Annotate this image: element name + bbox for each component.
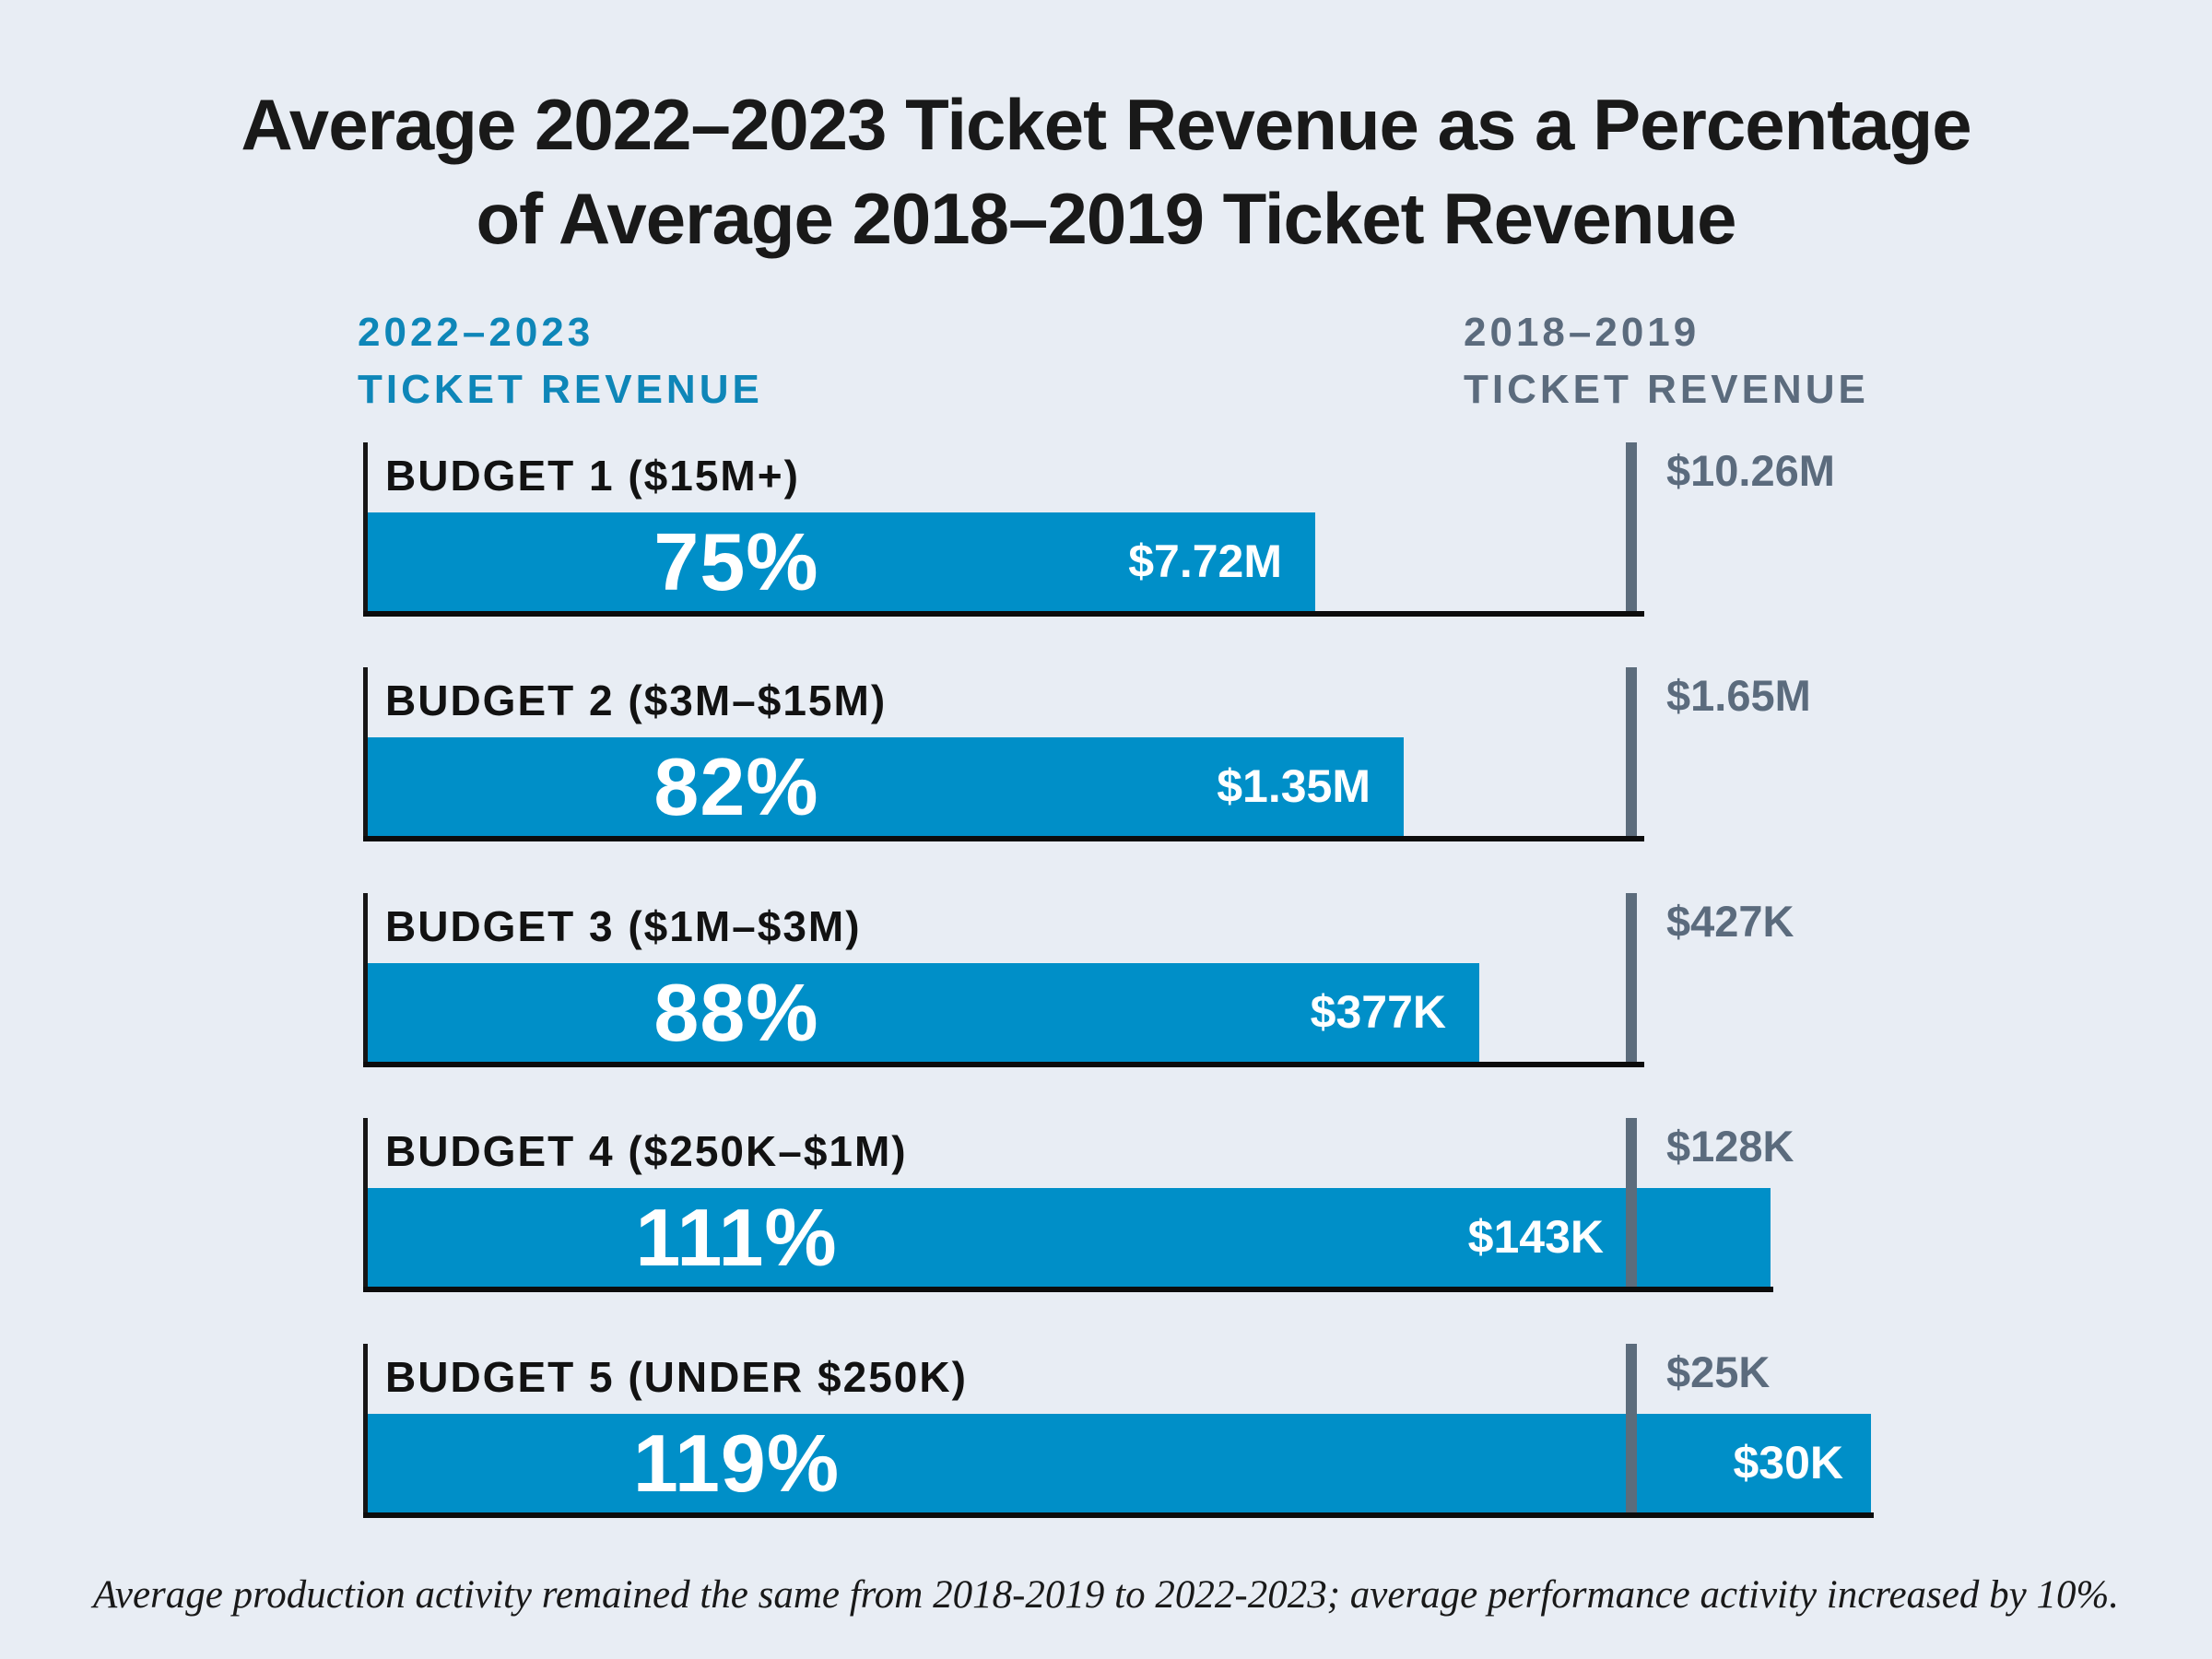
budget-row-4: BUDGET 4 ($250K–$1M) 111% $143K $128K	[363, 1118, 2188, 1295]
row-axis-line	[363, 667, 368, 836]
chart-title-line1: Average 2022–2023 Ticket Revenue as a Pe…	[241, 84, 1971, 165]
column-header-left-line2: TICKET REVENUE	[358, 367, 763, 412]
row-baseline	[363, 836, 1644, 841]
row-baseline	[363, 1512, 1874, 1518]
row-axis-line	[363, 1118, 368, 1287]
row-axis-line	[363, 893, 368, 1062]
reference-value-label: $1.65M	[1666, 671, 1811, 720]
reference-tick	[1626, 893, 1637, 1067]
percent-label: 88%	[653, 967, 819, 1058]
percent-label: 111%	[635, 1192, 838, 1283]
column-header-right-line1: 2018–2019	[1464, 310, 1700, 355]
budget-label: BUDGET 5 (UNDER $250K)	[385, 1353, 968, 1401]
budget-label: BUDGET 1 ($15M+)	[385, 452, 800, 500]
revenue-bar	[368, 737, 1404, 836]
budget-row-1: BUDGET 1 ($15M+) 75% $7.72M $10.26M	[363, 442, 2188, 619]
reference-value-label: $128K	[1666, 1122, 1794, 1171]
reference-value-label: $25K	[1666, 1347, 1771, 1396]
current-value-label: $143K	[1467, 1211, 1604, 1263]
reference-tick	[1626, 667, 1637, 841]
column-header-2018-2019: 2018–2019 TICKET REVENUE	[1464, 304, 1869, 418]
budget-row-5: BUDGET 5 (UNDER $250K) 119% $30K $25K	[363, 1344, 2188, 1521]
reference-value-label: $427K	[1666, 897, 1794, 946]
row-baseline	[363, 611, 1644, 617]
budget-row-2: BUDGET 2 ($3M–$15M) 82% $1.35M $1.65M	[363, 667, 2188, 844]
budget-row-3: BUDGET 3 ($1M–$3M) 88% $377K $427K	[363, 893, 2188, 1070]
budget-label: BUDGET 4 ($250K–$1M)	[385, 1127, 908, 1175]
revenue-bar	[368, 963, 1479, 1062]
row-baseline	[363, 1287, 1773, 1292]
row-baseline	[363, 1062, 1644, 1067]
current-value-label: $1.35M	[1217, 760, 1371, 812]
current-value-label: $30K	[1733, 1437, 1843, 1488]
current-value-label: $7.72M	[1128, 535, 1282, 587]
budget-label: BUDGET 2 ($3M–$15M)	[385, 677, 888, 724]
column-header-right-line2: TICKET REVENUE	[1464, 367, 1869, 412]
budget-label: BUDGET 3 ($1M–$3M)	[385, 902, 862, 950]
reference-tick	[1626, 1118, 1637, 1292]
reference-tick	[1626, 442, 1637, 617]
revenue-bar	[368, 1188, 1771, 1287]
reference-value-label: $10.26M	[1666, 446, 1835, 495]
chart-title: Average 2022–2023 Ticket Revenue as a Pe…	[0, 77, 2212, 265]
revenue-bar	[368, 1414, 1871, 1512]
row-axis-line	[363, 1344, 368, 1512]
percent-label: 119%	[632, 1418, 841, 1509]
revenue-bar	[368, 512, 1315, 611]
footnote: Average production activity remained the…	[92, 1573, 2120, 1617]
chart-title-line2: of Average 2018–2019 Ticket Revenue	[476, 178, 1737, 259]
percent-label: 82%	[653, 741, 819, 832]
percent-label: 75%	[653, 516, 819, 607]
column-header-left-line1: 2022–2023	[358, 310, 594, 355]
row-axis-line	[363, 442, 368, 611]
current-value-label: $377K	[1310, 986, 1446, 1038]
reference-tick	[1626, 1344, 1637, 1518]
column-header-2022-2023: 2022–2023 TICKET REVENUE	[358, 304, 763, 418]
